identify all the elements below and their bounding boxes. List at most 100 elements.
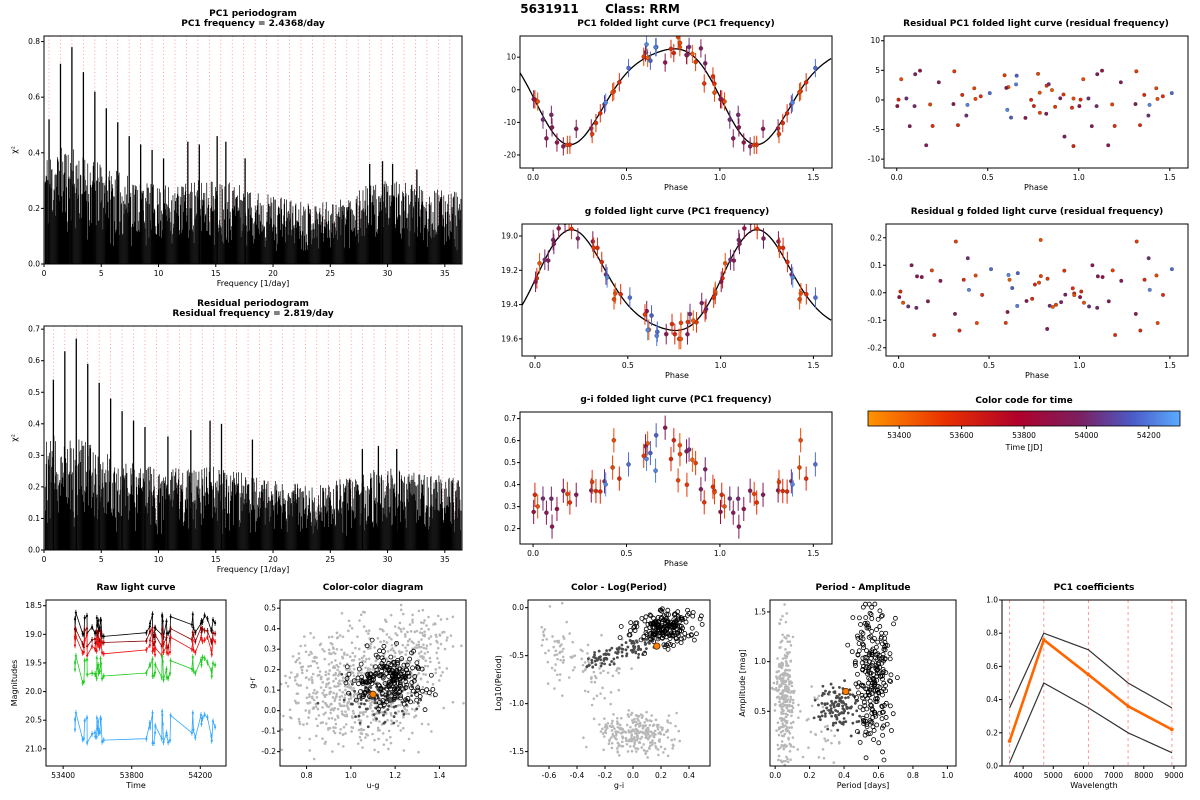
svg-text:PC1 frequency = 2.4368/day: PC1 frequency = 2.4368/day (181, 19, 325, 29)
svg-text:5: 5 (99, 269, 104, 278)
class-label: Class: RRM (605, 2, 680, 16)
svg-text:1.5: 1.5 (807, 173, 819, 182)
svg-text:0.0: 0.0 (28, 546, 40, 555)
svg-text:0.7: 0.7 (28, 325, 40, 334)
svg-text:1.0: 1.0 (345, 771, 357, 780)
residual-g-folded-panel: Residual g folded light curve (residual … (852, 204, 1196, 384)
svg-text:54200: 54200 (1137, 431, 1161, 440)
pc1-folded-panel: PC1 folded light curve (PC1 frequency) 0.… (488, 16, 840, 196)
pc1-periodogram-panel: PC1 periodogram PC1 frequency = 2.4368/da… (8, 6, 470, 292)
svg-text:0: 0 (42, 555, 47, 564)
svg-text:-0.4: -0.4 (570, 771, 585, 780)
color-color-chart: Color-color diagram 0.8 1.0 1.2 1.4 -0.2 -0.1 0… (248, 583, 467, 790)
svg-text:0.6: 0.6 (28, 93, 40, 102)
svg-text:35: 35 (440, 555, 450, 564)
svg-text:Color code for time: Color code for time (975, 396, 1072, 406)
svg-text:0.5: 0.5 (983, 361, 995, 370)
svg-text:-0.2: -0.2 (867, 343, 882, 352)
svg-text:Phase: Phase (1024, 183, 1048, 192)
svg-text:5: 5 (875, 66, 880, 75)
svg-text:19.5: 19.5 (25, 658, 42, 667)
svg-text:53800: 53800 (1012, 431, 1036, 440)
svg-text:0.5: 0.5 (982, 173, 994, 182)
svg-text:0: 0 (42, 269, 47, 278)
svg-text:PC1 periodogram: PC1 periodogram (209, 9, 297, 19)
svg-text:1.5: 1.5 (807, 361, 819, 370)
svg-text:20.5: 20.5 (25, 716, 42, 725)
object-id: 5631911 (520, 2, 579, 16)
svg-text:0.2: 0.2 (28, 204, 40, 213)
svg-text:53600: 53600 (950, 431, 974, 440)
raw-light-curve-chart: Raw light curve 53400 53800 54200 18.5 19.0 19… (10, 583, 227, 790)
svg-text:0.2: 0.2 (264, 665, 276, 674)
svg-text:1.0: 1.0 (714, 173, 726, 182)
svg-text:-20: -20 (504, 150, 516, 159)
svg-text:Phase: Phase (664, 183, 688, 192)
svg-text:19.4: 19.4 (501, 300, 518, 309)
svg-text:0.3: 0.3 (28, 451, 40, 460)
svg-text:0.4: 0.4 (683, 771, 695, 780)
svg-text:0.0: 0.0 (28, 260, 40, 269)
svg-text:-0.2: -0.2 (598, 771, 613, 780)
color-logperiod-chart: Color - Log(Period) -0.6 -0.4 -0.2 0.0 0.2 0.4… (494, 583, 711, 790)
svg-text:1.5: 1.5 (807, 549, 819, 558)
residual-pc1-folded-chart: Residual PC1 folded light curve (residua… (868, 19, 1189, 192)
svg-text:-5: -5 (873, 125, 881, 134)
svg-text:0: 0 (511, 85, 516, 94)
svg-text:0.5: 0.5 (622, 361, 634, 370)
svg-text:Residual g folded light curve: Residual g folded light curve (residual … (911, 207, 1164, 217)
svg-text:20: 20 (268, 555, 278, 564)
svg-text:0.2: 0.2 (504, 524, 516, 533)
svg-text:5: 5 (99, 555, 104, 564)
svg-text:0.0: 0.0 (512, 603, 524, 612)
time-colorbar-chart: Color code for time 53400 53600 53800 54000 5… (867, 396, 1181, 452)
svg-text:χ²: χ² (10, 434, 19, 442)
svg-text:0: 0 (875, 95, 880, 104)
svg-text:19.2: 19.2 (501, 266, 518, 275)
svg-text:0.8: 0.8 (28, 37, 40, 46)
svg-text:0.6: 0.6 (504, 436, 516, 445)
svg-text:Residual periodogram: Residual periodogram (197, 299, 309, 309)
gi-folded-panel: g-i folded light curve (PC1 frequency) 0.… (488, 392, 840, 572)
svg-text:0.2: 0.2 (870, 233, 882, 242)
svg-text:0.4: 0.4 (28, 419, 40, 428)
svg-text:-0.6: -0.6 (542, 771, 557, 780)
svg-text:19.0: 19.0 (25, 630, 42, 639)
svg-text:0.5: 0.5 (621, 173, 633, 182)
svg-text:0.0: 0.0 (870, 288, 882, 297)
svg-text:χ²: χ² (10, 146, 19, 154)
svg-text:0.2: 0.2 (28, 482, 40, 491)
svg-text:1.0: 1.0 (1073, 173, 1085, 182)
period-amplitude-panel: Period - Amplitude 0.0 0.2 0.4 0.6 0.8 1.0 0.5 1… (736, 580, 964, 794)
svg-text:35: 35 (440, 269, 450, 278)
svg-text:0.4: 0.4 (504, 480, 516, 489)
svg-text:1.2: 1.2 (389, 771, 401, 780)
svg-text:Color-color diagram: Color-color diagram (323, 583, 424, 593)
time-colorbar-panel: Color code for time 53400 53600 53800 54000 5… (854, 392, 1194, 458)
svg-text:10: 10 (154, 269, 164, 278)
svg-text:1.5: 1.5 (1164, 361, 1176, 370)
svg-text:0.5: 0.5 (264, 604, 276, 613)
svg-text:10: 10 (506, 53, 516, 62)
svg-text:Frequency [1/day]: Frequency [1/day] (217, 279, 290, 288)
svg-text:Magnitudes: Magnitudes (10, 660, 19, 707)
svg-text:0.3: 0.3 (504, 502, 516, 511)
svg-text:g-i: g-i (614, 781, 624, 790)
svg-text:-0.2: -0.2 (261, 747, 276, 756)
svg-text:0.2: 0.2 (655, 771, 667, 780)
svg-text:0.3: 0.3 (264, 645, 276, 654)
residual-g-folded-chart: Residual g folded light curve (residual … (867, 207, 1189, 380)
svg-text:54200: 54200 (188, 771, 212, 780)
gi-folded-chart: g-i folded light curve (PC1 frequency) 0.… (504, 395, 833, 568)
svg-text:-10: -10 (504, 118, 516, 127)
svg-text:18.5: 18.5 (25, 601, 42, 610)
svg-text:0.8: 0.8 (301, 771, 313, 780)
svg-text:53400: 53400 (887, 431, 911, 440)
svg-text:0.1: 0.1 (264, 686, 276, 695)
svg-text:Time [JD]: Time [JD] (1005, 443, 1043, 452)
svg-text:g folded light curve (PC1 freq: g folded light curve (PC1 frequency) (585, 207, 769, 217)
svg-text:19.6: 19.6 (501, 334, 518, 343)
svg-text:Phase: Phase (664, 559, 688, 568)
svg-text:0.1: 0.1 (870, 261, 882, 270)
